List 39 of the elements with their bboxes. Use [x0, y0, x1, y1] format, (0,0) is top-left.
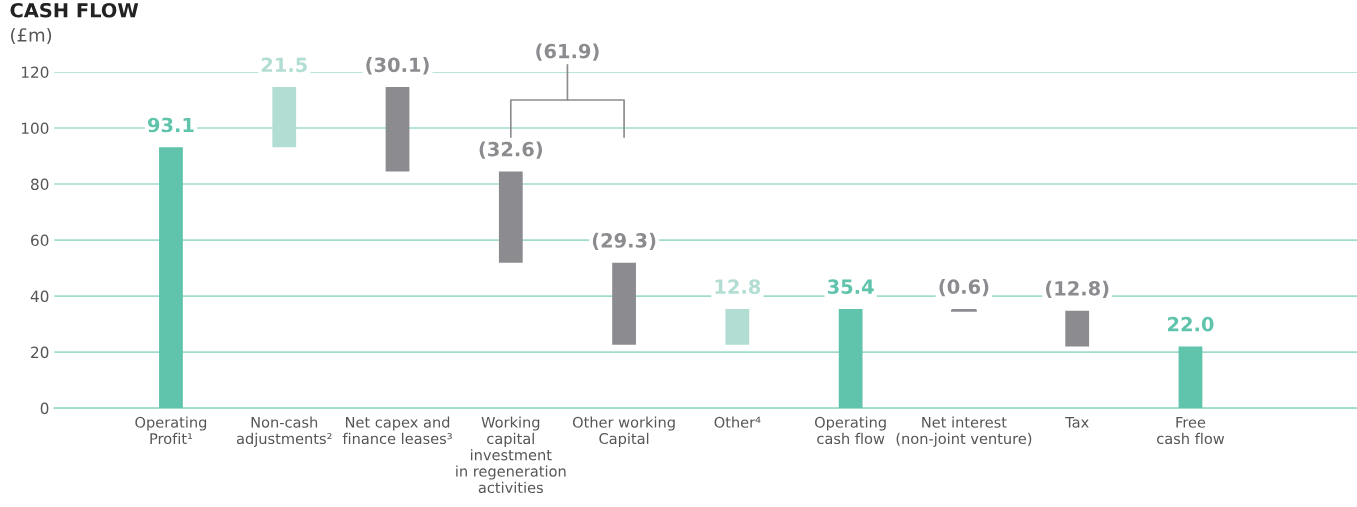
text: (61.9) [536, 43, 599, 61]
y-axis-title: (£m) [11, 27, 52, 44]
bar [272, 87, 297, 148]
bar [838, 308, 863, 409]
x-tick-label: Operating cash flow [815, 416, 886, 445]
bar [498, 171, 523, 263]
data-label: 22.0 [1168, 316, 1214, 332]
y-tick-label: 120 [21, 66, 49, 79]
chart-title: CASH FLOW [10, 2, 139, 18]
x-tick-label: Net capex and finance leases³ [342, 416, 452, 445]
data-label: (29.3) [592, 232, 656, 251]
x-tick-label: Net interest (non-joint venture) [896, 416, 1032, 447]
data-label: (0.6) [939, 278, 989, 297]
y-tick-label: 80 [31, 178, 49, 191]
bar [159, 147, 183, 409]
data-label: (32.6) [479, 141, 542, 159]
bar [1065, 310, 1090, 347]
bar [1178, 346, 1203, 409]
y-tick-label: 20 [31, 346, 49, 359]
data-label: (12.8) [1046, 280, 1109, 298]
y-tick-label: 0 [40, 402, 49, 415]
data-label: 93.1 [147, 117, 194, 133]
data-label: (30.1) [366, 57, 429, 75]
data-label: 35.4 [827, 279, 874, 294]
y-tick-label: 60 [31, 234, 49, 247]
x-tick-label: Tax [1065, 416, 1089, 428]
bar [612, 262, 636, 345]
y-tick-label: 40 [30, 290, 49, 303]
data-label: 12.8 [715, 279, 761, 294]
x-tick-label: Other working Capital [572, 416, 675, 447]
y-tick-label: 100 [21, 122, 49, 135]
data-label: 21.5 [261, 57, 307, 73]
x-tick-label: Other⁴ [714, 416, 761, 428]
bar [725, 308, 750, 345]
bar [385, 87, 410, 172]
x-tick-label: Working capital investment in regeneration activities [456, 416, 566, 494]
x-tick-label: Non-cash adjustments² [236, 416, 332, 447]
x-tick-label: Free cash flow [1157, 416, 1225, 445]
x-tick-label: Operating Profit¹ [135, 416, 207, 445]
